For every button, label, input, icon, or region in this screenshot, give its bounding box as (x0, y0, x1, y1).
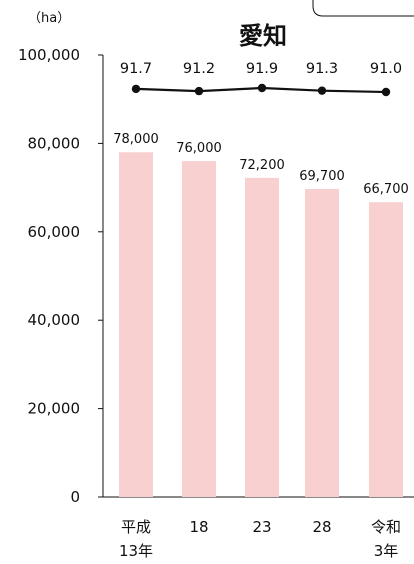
rate-value-label: 91.0 (370, 61, 402, 77)
rate-point (257, 83, 267, 93)
rate-value-label: 91.2 (183, 61, 215, 77)
x-category-label: 13年 (119, 542, 153, 560)
rate-point (131, 84, 141, 94)
y-tick-label: 0 (70, 488, 80, 506)
rate-point (194, 86, 204, 96)
rate-value-label: 91.3 (306, 61, 338, 77)
x-category-label: 28 (312, 518, 331, 536)
chart-title: 愛知 (239, 22, 287, 50)
y-tick-label: 80,000 (28, 134, 81, 152)
y-tick-label: 20,000 (28, 400, 81, 418)
y-tick-label: 100,000 (18, 46, 80, 64)
rate-value-label: 91.7 (120, 61, 152, 77)
bar-value-label: 66,700 (363, 182, 409, 197)
x-category-label: 平成 (121, 518, 151, 536)
bar (305, 188, 339, 497)
bar-value-label: 69,700 (299, 169, 345, 184)
bar-value-label: 76,000 (176, 141, 222, 156)
y-tick-label: 60,000 (28, 223, 81, 241)
bar (245, 177, 279, 497)
x-category-label: 23 (252, 518, 271, 536)
bar-value-label: 78,000 (113, 132, 159, 147)
y-axis-unit: （ha） (28, 11, 70, 26)
y-tick-label: 40,000 (28, 311, 81, 329)
bar (119, 152, 153, 498)
bar (182, 161, 216, 497)
rate-point (381, 87, 391, 97)
bar (369, 202, 403, 497)
x-category-label: 18 (189, 518, 208, 536)
x-category-label: 3年 (374, 542, 399, 560)
rate-value-label: 91.9 (246, 61, 278, 77)
title-frame (312, 0, 414, 17)
x-category-label: 令和 (371, 518, 401, 536)
bar-value-label: 72,200 (239, 158, 285, 173)
rate-point (317, 86, 327, 95)
